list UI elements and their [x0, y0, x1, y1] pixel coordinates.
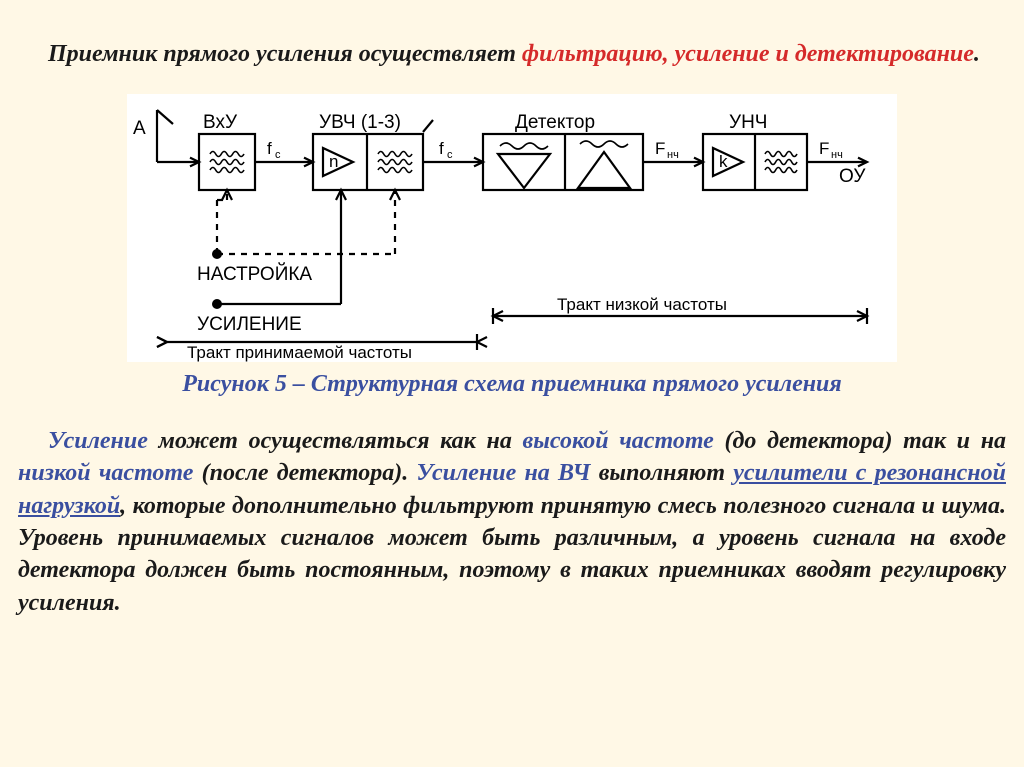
- svg-text:f: f: [439, 139, 444, 158]
- body-s1c: высокой частоте: [523, 428, 714, 454]
- svg-text:k: k: [719, 152, 728, 171]
- body-s1a: Усиление: [48, 428, 148, 454]
- svg-text:НАСТРОЙКА: НАСТРОЙКА: [197, 263, 312, 285]
- figure-caption: Рисунок 5 – Структурная схема приемника …: [18, 368, 1006, 400]
- svg-text:f: f: [267, 139, 272, 158]
- svg-text:ВхУ: ВхУ: [203, 112, 238, 133]
- intro-part2: .: [974, 41, 980, 67]
- svg-text:УСИЛЕНИЕ: УСИЛЕНИЕ: [197, 314, 302, 335]
- svg-text:Тракт низкой частоты: Тракт низкой частоты: [557, 295, 727, 314]
- body-s1h: выполняют: [591, 460, 734, 486]
- svg-text:УНЧ: УНЧ: [729, 112, 767, 133]
- svg-text:ОУ: ОУ: [839, 166, 866, 187]
- body-s1e: низкой частоте: [18, 460, 193, 486]
- intro-highlight: фильтрацию, усиление и детектирование: [522, 41, 974, 67]
- body-s1g: Усиление на ВЧ: [416, 460, 590, 486]
- svg-text:F: F: [819, 139, 829, 158]
- svg-text:УВЧ (1-3): УВЧ (1-3): [319, 112, 401, 133]
- intro-part1: Приемник прямого усиления осуществляет: [48, 41, 522, 67]
- svg-text:А: А: [133, 118, 146, 139]
- svg-text:c: c: [447, 149, 453, 161]
- body-s1d: (до детектора) так и на: [714, 428, 1006, 454]
- svg-text:F: F: [655, 139, 665, 158]
- body-s1b: может осуществляться как на: [148, 428, 523, 454]
- svg-text:n: n: [329, 152, 338, 171]
- svg-text:Детектор: Детектор: [515, 112, 595, 133]
- svg-text:c: c: [275, 149, 281, 161]
- figure-container: АВхУfcnУВЧ (1-3)fcДетекторFнчkУНЧFнчОУНА…: [18, 94, 1006, 362]
- svg-text:нч: нч: [667, 149, 679, 161]
- body-s1f: (после детектора).: [193, 460, 416, 486]
- diagram-svg: АВхУfcnУВЧ (1-3)fcДетекторFнчkУНЧFнчОУНА…: [127, 94, 897, 362]
- svg-text:Тракт принимаемой частоты: Тракт принимаемой частоты: [187, 343, 412, 362]
- svg-text:нч: нч: [831, 149, 843, 161]
- block-diagram: АВхУfcnУВЧ (1-3)fcДетекторFнчkУНЧFнчОУНА…: [127, 94, 897, 362]
- body-s1j: , которые дополнительно фильтруют принят…: [18, 493, 1006, 616]
- intro-paragraph: Приемник прямого усиления осуществляет ф…: [18, 38, 1006, 70]
- body-paragraph: Усиление может осуществляться как на выс…: [18, 425, 1006, 619]
